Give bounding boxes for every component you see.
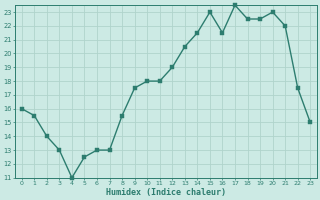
X-axis label: Humidex (Indice chaleur): Humidex (Indice chaleur) — [106, 188, 226, 197]
